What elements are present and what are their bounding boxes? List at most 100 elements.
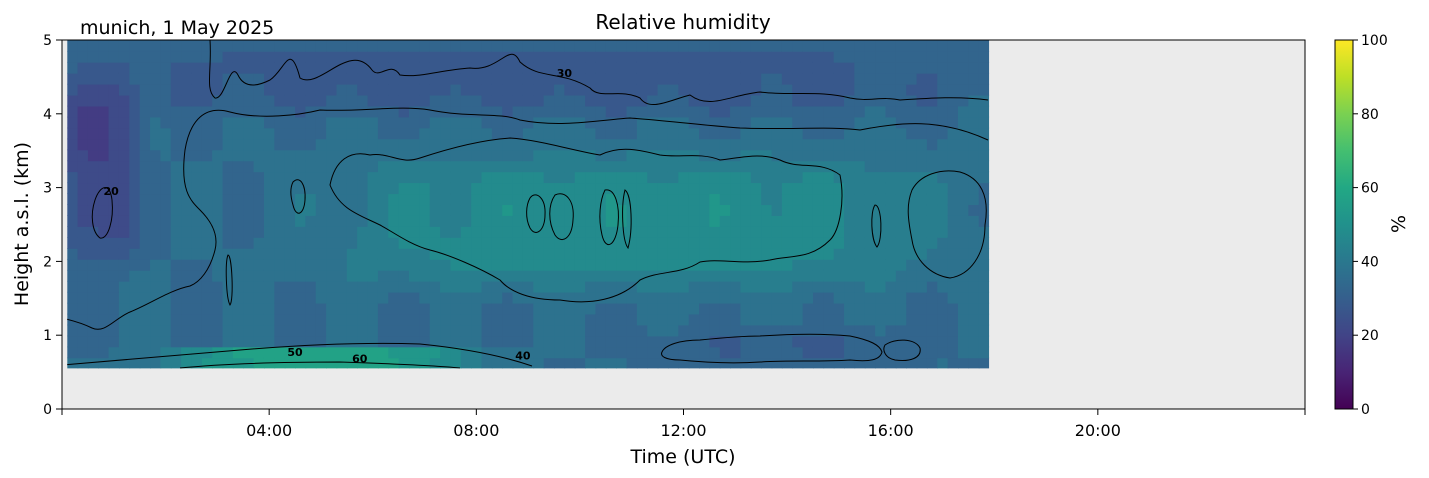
heatmap-cell: [719, 324, 731, 337]
heatmap-cell: [346, 280, 359, 293]
heatmap-cell: [906, 291, 918, 304]
heatmap-cell: [574, 50, 586, 63]
heatmap-cell: [129, 182, 141, 195]
heatmap-cell: [201, 105, 213, 118]
heatmap-cell: [253, 237, 265, 249]
heatmap-cell: [533, 215, 545, 227]
heatmap-cell: [864, 83, 876, 96]
heatmap-cell: [958, 193, 970, 206]
heatmap-cell: [491, 149, 504, 162]
heatmap-cell: [543, 127, 555, 140]
heatmap-cell: [170, 171, 182, 184]
heatmap-cell: [688, 204, 700, 216]
heatmap-cell: [854, 193, 866, 206]
heatmap-cell: [129, 226, 141, 238]
heatmap-cell: [87, 171, 100, 184]
heatmap-cell: [67, 226, 79, 238]
heatmap-cell: [98, 105, 110, 118]
heatmap-cell: [450, 313, 462, 326]
heatmap-cell: [709, 237, 721, 249]
heatmap-cell: [978, 313, 990, 326]
heatmap-cell: [398, 160, 410, 173]
heatmap-cell: [429, 313, 441, 326]
heatmap-cell: [191, 116, 203, 129]
heatmap-cell: [616, 105, 628, 118]
heatmap-cell: [450, 61, 462, 74]
heatmap-cell: [947, 237, 959, 249]
heatmap-cell: [968, 182, 980, 195]
heatmap-cell: [409, 149, 421, 162]
heatmap-cell: [709, 83, 721, 96]
heatmap-cell: [781, 61, 794, 74]
heatmap-cell: [719, 171, 731, 184]
heatmap-cell: [429, 72, 441, 85]
heatmap-cell: [771, 324, 783, 337]
heatmap-cell: [357, 324, 369, 337]
heatmap-cell: [564, 357, 576, 369]
heatmap-cell: [833, 335, 845, 348]
heatmap-cell: [315, 83, 327, 96]
heatmap-cell: [978, 40, 990, 52]
heatmap-cell: [367, 171, 379, 184]
heatmap-cell: [916, 302, 928, 315]
heatmap-cell: [636, 83, 649, 96]
heatmap-cell: [730, 302, 742, 315]
heatmap-cell: [181, 116, 193, 129]
heatmap-cell: [253, 258, 265, 271]
heatmap-cell: [533, 127, 545, 140]
heatmap-cell: [77, 160, 89, 173]
heatmap-cell: [67, 269, 79, 282]
heatmap-cell: [657, 215, 669, 227]
heatmap-cell: [926, 335, 939, 348]
heatmap-cell: [595, 193, 607, 206]
heatmap-cell: [67, 182, 79, 195]
heatmap-cell: [844, 247, 856, 260]
heatmap-cell: [108, 182, 120, 195]
heatmap-cell: [554, 160, 566, 173]
heatmap-cell: [419, 116, 431, 129]
contour-label: 50: [287, 346, 303, 359]
heatmap-cell: [823, 116, 835, 129]
heatmap-cell: [574, 182, 586, 195]
heatmap-cell: [781, 182, 794, 195]
heatmap-cell: [719, 138, 731, 151]
heatmap-cell: [543, 313, 555, 326]
heatmap-cell: [346, 105, 359, 118]
heatmap-cell: [181, 61, 193, 74]
heatmap-cell: [616, 346, 628, 359]
heatmap-cell: [740, 182, 752, 195]
heatmap-cell: [885, 149, 897, 162]
heatmap-cell: [284, 94, 296, 107]
heatmap-cell: [336, 291, 348, 304]
heatmap-cell: [947, 204, 959, 216]
contour-label: 30: [557, 67, 573, 80]
heatmap-cell: [398, 247, 410, 260]
heatmap-cell: [844, 72, 856, 85]
heatmap-cell: [512, 149, 524, 162]
contour-30-low-blob: [883, 339, 921, 361]
heatmap-cell: [191, 61, 203, 74]
heatmap-cell: [657, 313, 669, 326]
heatmap-cell: [968, 313, 980, 326]
heatmap-cell: [409, 105, 421, 118]
heatmap-cell: [388, 116, 400, 129]
heatmap-cell: [429, 116, 441, 129]
heatmap-cell: [212, 193, 224, 206]
heatmap-cell: [906, 40, 918, 52]
heatmap-cell: [533, 149, 545, 162]
heatmap-cell: [326, 357, 338, 369]
heatmap-cell: [709, 215, 721, 227]
heatmap-cell: [781, 116, 794, 129]
heatmap-cell: [181, 357, 193, 369]
heatmap-cell: [688, 40, 700, 52]
heatmap-cell: [243, 204, 255, 216]
heatmap-cell: [636, 72, 649, 85]
heatmap-cell: [875, 313, 887, 326]
heatmap-cell: [460, 291, 472, 304]
heatmap-cell: [481, 160, 493, 173]
heatmap-cell: [98, 83, 110, 96]
heatmap-cell: [958, 280, 970, 293]
heatmap-cell: [212, 50, 224, 63]
heatmap-cell: [160, 247, 172, 260]
heatmap-cell: [274, 127, 286, 140]
